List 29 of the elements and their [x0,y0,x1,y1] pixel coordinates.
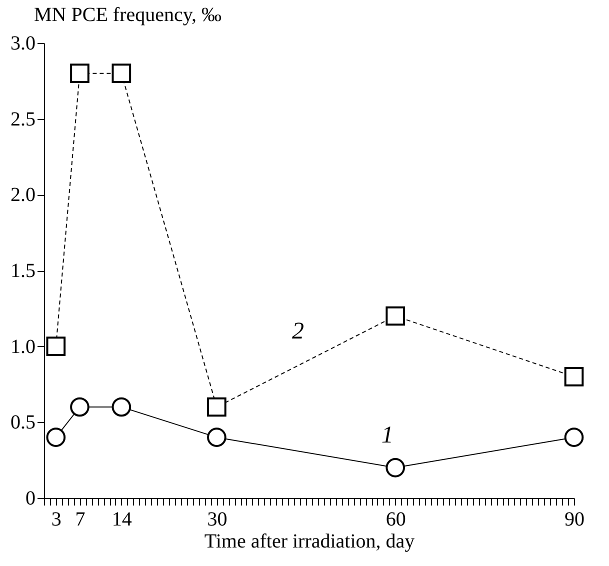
y-tick-label: 1.0 [10,336,36,358]
x-tick-label: 30 [207,508,228,530]
y-tick-label: 0 [26,488,36,510]
point [112,397,132,417]
point [386,306,406,326]
point [46,428,66,447]
point [564,428,584,447]
x-tick-label: 90 [564,508,584,530]
y-tick-label: 2.0 [10,184,36,206]
series-label: 1 [381,422,394,449]
y-tick-label: 3.0 [10,32,36,54]
x-tick-label: 7 [75,508,86,530]
point [70,397,90,417]
y-axis-title: MN PCE frequency, ‰ [34,4,222,26]
point [112,64,132,83]
point [46,336,66,356]
point [207,397,226,417]
y-tick-label: 1.5 [10,260,36,282]
point [70,64,90,83]
point [386,458,406,478]
point [564,367,584,386]
x-axis-title: Time after irradiation, day [204,530,415,552]
y-tick-label: 2.5 [10,108,36,130]
x-tick-label: 60 [386,508,406,530]
x-tick-label: 3 [51,508,62,530]
series-label: 2 [292,318,304,344]
x-tick-label: 14 [112,508,132,530]
point [207,428,226,447]
y-tick-label: 0.5 [10,412,36,434]
